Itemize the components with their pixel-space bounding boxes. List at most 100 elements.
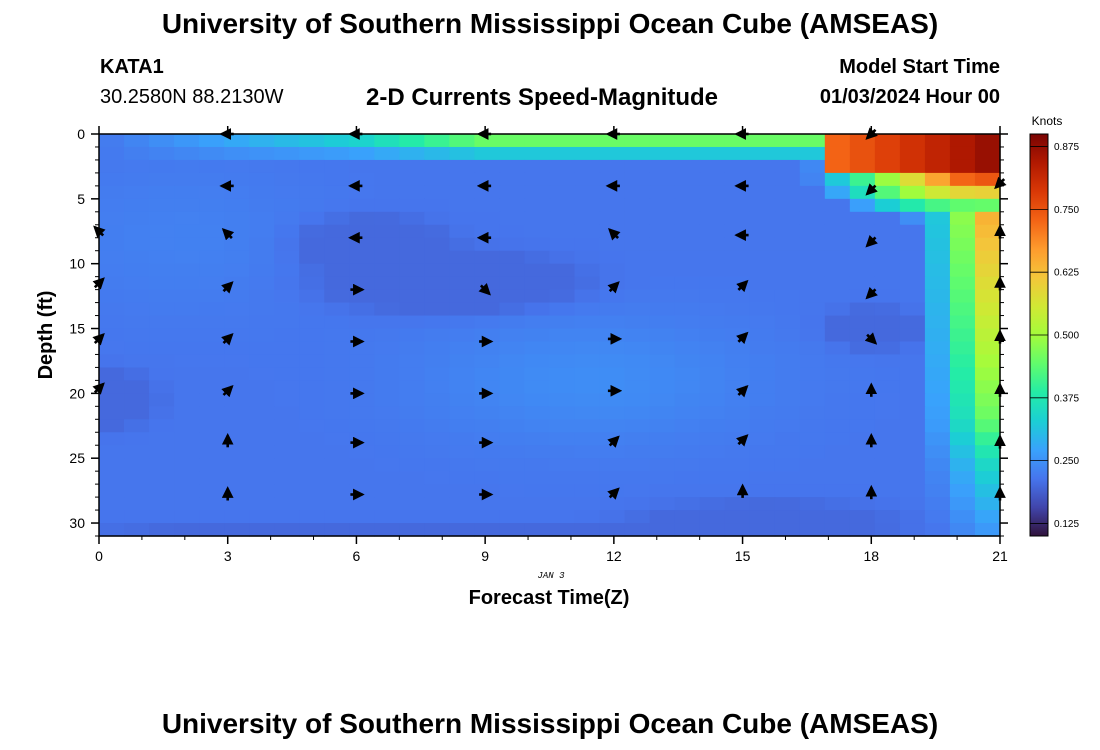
heat-cell	[799, 432, 826, 446]
heat-cell	[949, 393, 976, 407]
heat-cell	[574, 445, 601, 459]
x-axis-label: Forecast Time(Z)	[469, 587, 630, 609]
heat-cell	[499, 497, 526, 511]
heat-cell	[674, 419, 701, 433]
heat-cell	[599, 419, 626, 433]
heat-cell	[974, 146, 1001, 161]
heat-cell	[274, 315, 300, 330]
heat-cell	[224, 471, 250, 485]
heat-cell	[824, 276, 851, 291]
heat-cell	[399, 458, 425, 472]
heat-cell	[449, 354, 476, 369]
heat-cell	[599, 406, 626, 420]
heat-cell	[574, 471, 601, 485]
heat-cell	[349, 341, 375, 356]
heat-cell	[849, 523, 876, 537]
heat-cell	[224, 419, 250, 433]
heat-cell	[349, 224, 375, 239]
heat-cell	[899, 237, 926, 252]
heat-cell	[624, 445, 651, 459]
heat-cell	[824, 445, 851, 459]
heat-cell	[899, 393, 926, 407]
heat-cell	[549, 159, 576, 174]
heat-cell	[724, 315, 751, 330]
heat-cell	[374, 198, 400, 213]
heat-cell	[874, 302, 901, 317]
heat-cell	[474, 354, 501, 369]
heat-cell	[524, 263, 551, 278]
heat-cell	[399, 159, 425, 174]
heat-cell	[324, 432, 350, 446]
heat-cell	[574, 211, 601, 226]
heat-cell	[724, 146, 751, 161]
heat-cell	[249, 315, 275, 330]
heat-cell	[499, 172, 526, 187]
heat-cell	[649, 185, 676, 200]
heat-cell	[974, 250, 1001, 265]
heat-cell	[574, 341, 601, 356]
heat-cell	[374, 419, 400, 433]
heat-cell	[674, 172, 701, 187]
heat-cell	[174, 315, 200, 330]
heat-cell	[124, 510, 150, 524]
heat-cell	[549, 289, 576, 304]
heat-cell	[399, 134, 425, 148]
heat-cell	[449, 146, 476, 161]
heat-cell	[574, 523, 601, 537]
heat-cell	[824, 523, 851, 537]
heat-cell	[524, 484, 551, 498]
heat-cell	[799, 497, 826, 511]
heat-cell	[249, 289, 275, 304]
heat-cell	[599, 185, 626, 200]
heat-cell	[424, 458, 450, 472]
heat-cell	[524, 432, 551, 446]
heat-cell	[449, 367, 476, 381]
heat-cell	[274, 523, 300, 537]
heat-cell	[699, 354, 726, 369]
heat-cell	[499, 315, 526, 330]
heat-cell	[849, 211, 876, 226]
heat-cell	[749, 328, 776, 343]
heat-cell	[349, 471, 375, 485]
heat-cell	[249, 146, 275, 161]
heat-cell	[424, 172, 450, 187]
colorbar-tick-label: 0.125	[1054, 519, 1079, 530]
heat-cell	[324, 419, 350, 433]
heat-cell	[724, 445, 751, 459]
heat-cell	[474, 211, 501, 226]
heat-cell	[199, 471, 225, 485]
heat-cell	[674, 134, 701, 148]
heat-cell	[499, 419, 526, 433]
heat-cell	[949, 523, 976, 537]
heat-cell	[299, 445, 325, 459]
current-arrow	[608, 228, 621, 241]
heat-cell	[699, 341, 726, 356]
heat-cell	[899, 185, 926, 200]
heat-cell	[224, 185, 250, 200]
heat-cell	[624, 354, 651, 369]
heat-cell	[124, 211, 150, 226]
heat-cell	[899, 198, 926, 213]
colorbar-tick-label: 0.375	[1054, 393, 1079, 404]
colorbar-tick-label: 0.500	[1054, 331, 1079, 342]
heat-cell	[699, 134, 726, 148]
heat-cell	[174, 510, 200, 524]
heat-cell	[799, 471, 826, 485]
heat-cell	[599, 445, 626, 459]
heat-cell	[724, 263, 751, 278]
heat-cell	[649, 134, 676, 148]
heat-cell	[724, 250, 751, 265]
heat-cell	[749, 510, 776, 524]
heat-cell	[324, 393, 350, 407]
heat-cell	[574, 198, 601, 213]
heat-cell	[899, 445, 926, 459]
heat-cell	[949, 172, 976, 187]
heat-cell	[324, 484, 350, 498]
model-start-value: 01/03/2024 Hour 00	[819, 86, 1000, 108]
heat-cell	[224, 289, 250, 304]
heat-cell	[699, 406, 726, 420]
heat-cell	[199, 263, 225, 278]
x-tick-label: 3	[224, 548, 232, 564]
heat-cell	[624, 172, 651, 187]
heat-cell	[649, 315, 676, 330]
